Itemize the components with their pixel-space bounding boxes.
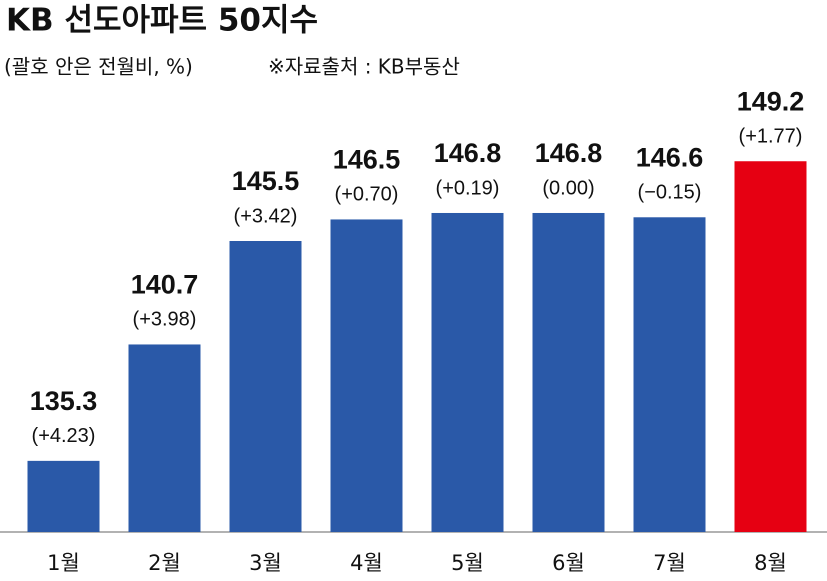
bar <box>128 344 201 532</box>
bar <box>229 241 302 532</box>
value-label: 149.2 <box>737 86 805 116</box>
bar <box>431 212 504 532</box>
x-tick-label: 3월 <box>249 551 282 575</box>
value-label: 146.5 <box>333 145 401 175</box>
x-tick-label: 1월 <box>47 551 80 575</box>
x-tick-label: 8월 <box>754 551 787 575</box>
x-tick-label: 4월 <box>350 551 383 575</box>
change-label: (+3.98) <box>133 309 197 331</box>
x-tick-label: 5월 <box>451 551 484 575</box>
bar <box>633 217 706 533</box>
bar <box>27 460 100 532</box>
change-label: (+0.19) <box>436 177 500 199</box>
change-label: (0.00) <box>542 177 594 199</box>
value-label: 140.7 <box>131 270 199 300</box>
x-tick-label: 2월 <box>148 551 181 575</box>
value-label: 146.6 <box>636 142 704 172</box>
bar <box>734 161 807 532</box>
chart-title: KB 선도아파트 50지수 <box>6 3 318 39</box>
source: ※자료출처 : KB부동산 <box>268 55 460 79</box>
value-label: 146.8 <box>434 138 502 168</box>
subtitle: (괄호 안은 전월비, %) <box>4 55 193 79</box>
x-tick-label: 7월 <box>653 551 686 575</box>
bar <box>532 212 605 532</box>
change-label: (+1.77) <box>739 126 803 148</box>
bar <box>330 219 403 532</box>
value-label: 146.8 <box>535 138 603 168</box>
change-label: (+3.42) <box>234 205 298 227</box>
change-label: (−0.15) <box>638 182 702 204</box>
change-label: (+4.23) <box>32 425 96 447</box>
change-label: (+0.70) <box>335 184 399 206</box>
value-label: 135.3 <box>30 386 98 416</box>
value-label: 145.5 <box>232 166 300 196</box>
x-tick-label: 6월 <box>552 551 585 575</box>
